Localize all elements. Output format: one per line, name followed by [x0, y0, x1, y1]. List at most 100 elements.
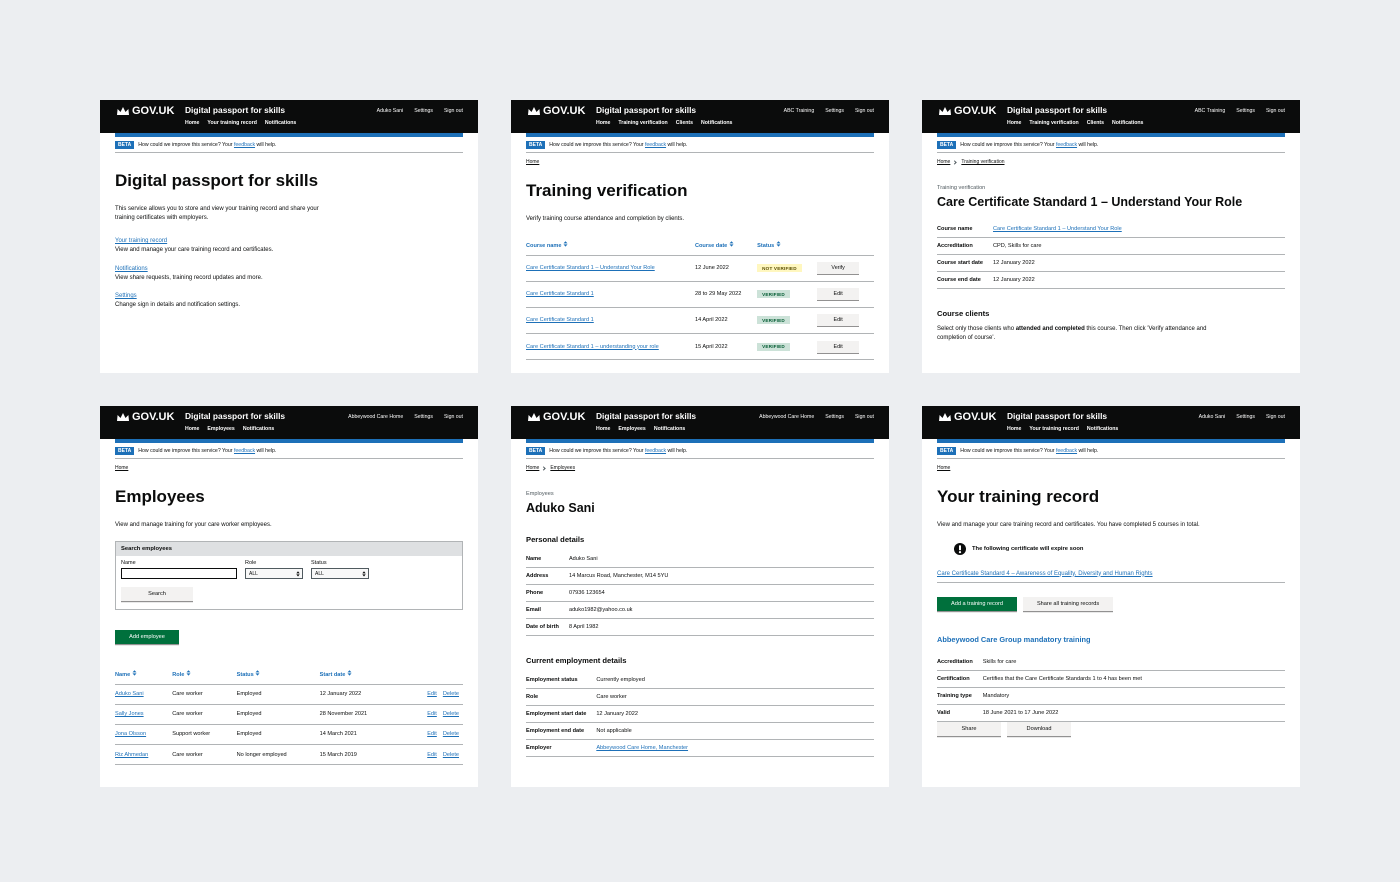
link[interactable]: feedback — [233, 142, 256, 148]
link[interactable]: Edit — [427, 731, 437, 738]
button[interactable]: Search — [121, 586, 193, 601]
nav-link[interactable]: Home — [185, 426, 200, 432]
logo[interactable]: GOV.UK — [527, 105, 585, 117]
column-header[interactable]: Name — [115, 663, 173, 685]
account-link[interactable]: Sign out — [1265, 414, 1285, 420]
column-header[interactable]: Course name — [526, 234, 695, 256]
button[interactable]: Share all training records — [1022, 596, 1114, 611]
logo[interactable]: GOV.UK — [116, 411, 174, 423]
column-header[interactable]: Role — [172, 663, 237, 685]
account-link[interactable]: Aduko Sani — [376, 108, 404, 114]
button[interactable]: Verify — [817, 262, 860, 275]
button[interactable]: Download — [1007, 721, 1071, 736]
breadcrumb[interactable]: Employees — [550, 465, 576, 471]
account-link[interactable]: Sign out — [1265, 108, 1285, 114]
account-link[interactable]: Settings — [414, 414, 433, 420]
button[interactable]: Add a training record — [937, 596, 1017, 611]
link[interactable]: Delete — [442, 731, 459, 738]
button[interactable]: Edit — [817, 340, 860, 353]
account-link[interactable]: ABC Training — [1194, 108, 1226, 114]
account-link[interactable]: Settings — [414, 108, 433, 114]
nav-link[interactable]: Notifications — [1112, 120, 1144, 126]
nav-link[interactable]: Notifications — [701, 120, 733, 126]
link[interactable]: Delete — [442, 691, 459, 698]
link[interactable]: Sally Jones — [115, 711, 144, 718]
nav-link[interactable]: Your training record — [207, 120, 257, 126]
logo[interactable]: GOV.UK — [938, 105, 996, 117]
nav-link[interactable]: Notifications — [653, 426, 686, 432]
link[interactable]: Edit — [427, 691, 437, 698]
link[interactable]: Care Certificate Standard 1 – understand… — [526, 343, 659, 350]
column-header[interactable]: Start date — [319, 663, 399, 685]
account-link[interactable]: Aduko Sani — [1198, 414, 1226, 420]
nav-link[interactable]: Notifications — [1086, 426, 1119, 432]
account-link[interactable]: Settings — [1236, 414, 1255, 420]
link[interactable]: Care Certificate Standard 1 — [526, 317, 594, 324]
select[interactable]: ALL — [245, 567, 303, 579]
link[interactable]: Aduko Sani — [115, 691, 144, 698]
nav-link[interactable]: Employees — [618, 426, 646, 432]
nav-link[interactable]: Employees — [207, 426, 235, 432]
link[interactable]: Care Certificate Standard 1 – Understand… — [526, 265, 655, 272]
link[interactable]: Care Certificate Standard 1 — [526, 291, 594, 298]
account-link[interactable]: Sign out — [443, 414, 463, 420]
nav-link[interactable]: Notifications — [264, 120, 297, 126]
link[interactable]: feedback — [644, 142, 667, 148]
nav-link[interactable]: Home — [596, 426, 611, 432]
nav-link[interactable]: Notifications — [242, 426, 275, 432]
column-header[interactable]: Status — [757, 234, 818, 256]
nav-link[interactable]: Your training record — [1029, 426, 1079, 432]
button[interactable]: Edit — [817, 288, 860, 301]
column-header[interactable]: Status — [236, 663, 320, 685]
nav-link[interactable]: Clients — [1086, 120, 1105, 126]
account-link[interactable]: Abbeywood Care Home — [759, 414, 815, 420]
account-link[interactable]: Settings — [825, 108, 844, 114]
breadcrumb[interactable]: Training verification — [961, 159, 1005, 165]
link[interactable]: Notifications — [115, 265, 148, 272]
link[interactable]: Riz Ahmedan — [115, 751, 149, 758]
heading-link[interactable]: Abbeywood Care Group mandatory training — [937, 634, 1091, 644]
link[interactable]: Edit — [427, 711, 437, 718]
nav-link[interactable]: Clients — [675, 120, 694, 126]
link[interactable]: Settings — [115, 293, 137, 299]
logo[interactable]: GOV.UK — [116, 105, 174, 117]
account-link[interactable]: Sign out — [854, 414, 874, 420]
nav-link[interactable]: Home — [1007, 426, 1022, 432]
account-link[interactable]: Settings — [825, 414, 844, 420]
breadcrumb[interactable]: Home — [937, 465, 951, 471]
account-link[interactable]: Sign out — [443, 108, 463, 114]
account-link[interactable]: Sign out — [854, 108, 874, 114]
button[interactable]: Add employee — [115, 629, 179, 644]
link[interactable]: feedback — [1055, 448, 1078, 454]
nav-link[interactable]: Training verification — [1029, 120, 1079, 126]
link[interactable]: feedback — [1055, 142, 1078, 148]
link[interactable]: Delete — [442, 751, 459, 758]
link[interactable]: Your training record — [115, 238, 168, 244]
link[interactable]: feedback — [644, 448, 667, 454]
select[interactable]: ALL — [311, 567, 369, 579]
link[interactable]: Care Certificate Standard 1 – Understand… — [993, 226, 1122, 232]
text-input[interactable] — [121, 567, 237, 579]
account-link[interactable]: ABC Training — [783, 108, 815, 114]
link[interactable]: Abbeywood Care Home, Manchester — [596, 745, 689, 751]
nav-link[interactable]: Home — [185, 120, 200, 126]
breadcrumb[interactable]: Home — [115, 465, 129, 471]
link[interactable]: Jona Olsson — [115, 731, 147, 738]
link[interactable]: Delete — [442, 711, 459, 718]
logo[interactable]: GOV.UK — [527, 411, 585, 423]
breadcrumb[interactable]: Home — [526, 465, 540, 471]
logo[interactable]: GOV.UK — [938, 411, 996, 423]
link[interactable]: feedback — [233, 448, 256, 454]
button[interactable]: Edit — [817, 314, 860, 327]
link[interactable]: Care Certificate Standard 4 – Awareness … — [937, 570, 1153, 577]
link[interactable]: Edit — [427, 751, 437, 758]
nav-link[interactable]: Home — [596, 120, 611, 126]
account-link[interactable]: Settings — [1236, 108, 1255, 114]
breadcrumb[interactable]: Home — [526, 159, 540, 165]
nav-link[interactable]: Training verification — [618, 120, 668, 126]
nav-link[interactable]: Home — [1007, 120, 1022, 126]
column-header[interactable]: Course date — [694, 234, 758, 256]
account-link[interactable]: Abbeywood Care Home — [348, 414, 404, 420]
button[interactable]: Share — [937, 721, 1001, 736]
breadcrumb[interactable]: Home — [937, 159, 951, 165]
